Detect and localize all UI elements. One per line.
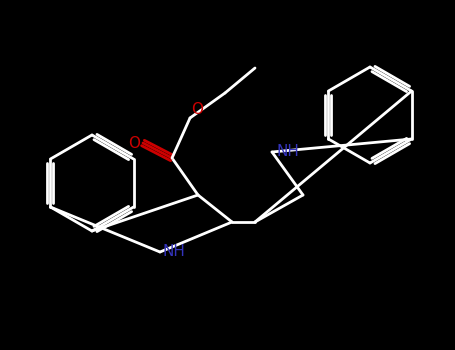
Text: NH: NH [276,145,299,160]
Text: O: O [128,135,140,150]
Text: NH: NH [163,245,186,259]
Text: O: O [191,102,203,117]
